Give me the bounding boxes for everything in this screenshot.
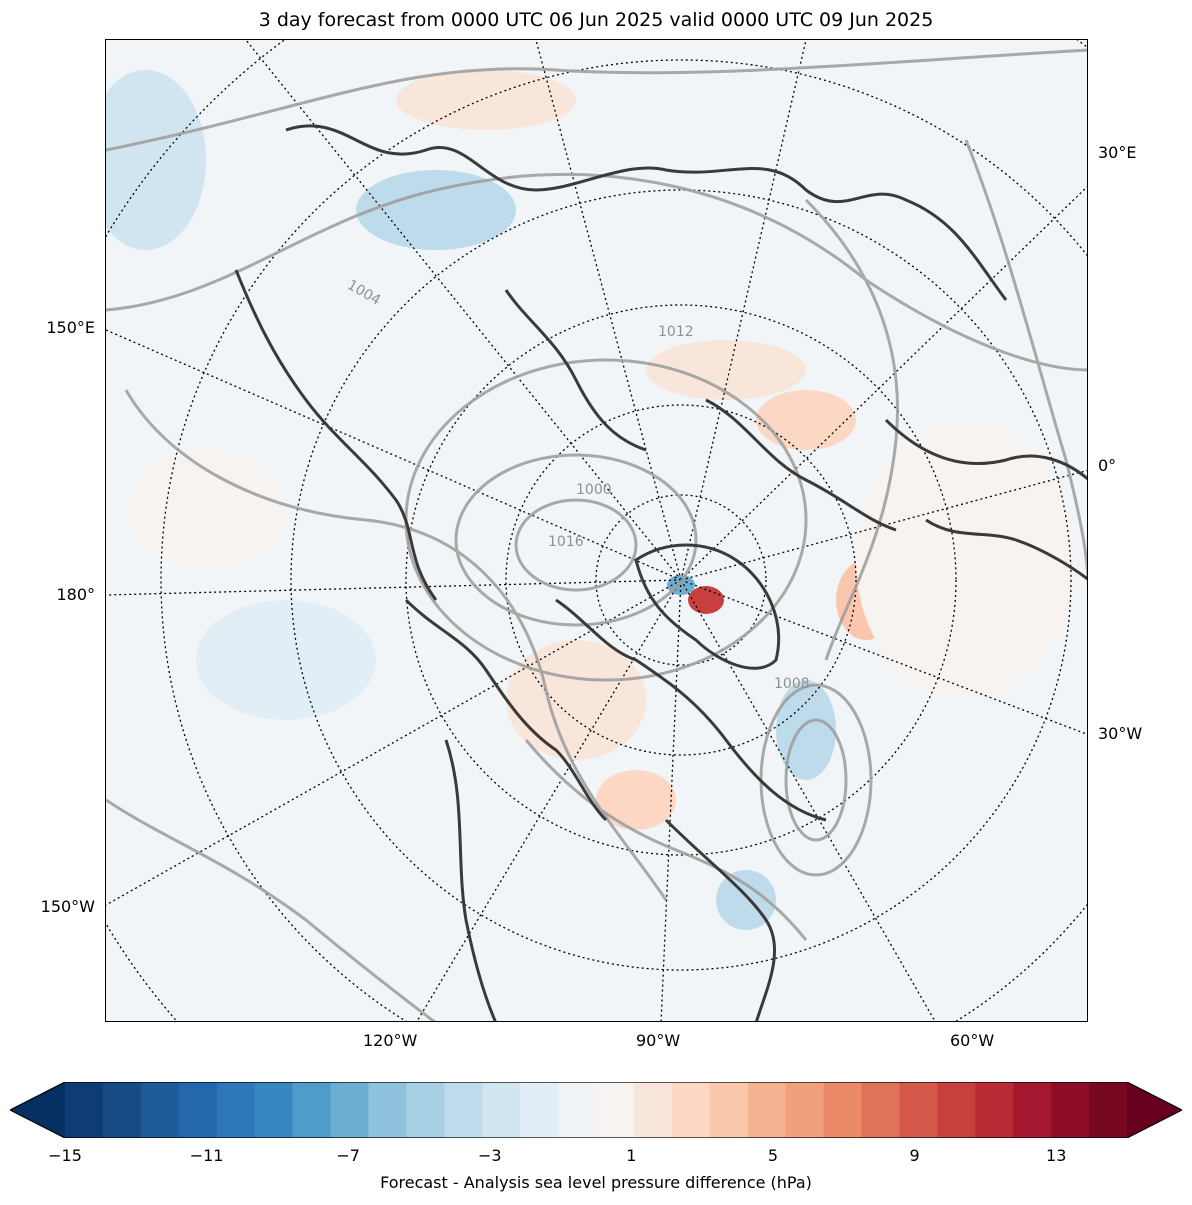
graticule — [106, 40, 1087, 1021]
map-canvas — [106, 40, 1087, 1021]
colorbar-bin — [216, 1082, 256, 1138]
colorbar-bin — [558, 1082, 597, 1138]
colorbar-bin — [1013, 1082, 1052, 1138]
colorbar-bin — [368, 1082, 407, 1138]
lon-label-180: 180° — [56, 585, 95, 604]
colorbar-bin — [482, 1082, 521, 1138]
colorbar — [8, 1081, 1184, 1139]
contour-label: 1008 — [774, 676, 810, 692]
isobars — [106, 48, 1087, 1021]
colorbar-bin — [330, 1082, 369, 1138]
colorbar-bin — [785, 1082, 825, 1138]
colorbar-bin — [596, 1082, 635, 1138]
colorbar-bin — [861, 1082, 900, 1138]
colorbar-bin — [444, 1082, 483, 1138]
colorbar-tick-label: 1 — [626, 1146, 637, 1165]
colorbar-tick-label: 13 — [1046, 1146, 1067, 1165]
colorbar-bin — [65, 1082, 104, 1138]
colorbar-ticks: −15 −11 −7 −3 1 5 9 13 — [0, 1146, 1192, 1170]
contour-label: 1016 — [548, 534, 584, 550]
colorbar-label: Forecast - Analysis sea level pressure d… — [380, 1173, 812, 1192]
lon-label-30e: 30°E — [1098, 143, 1137, 162]
lon-label-120w: 120°W — [363, 1031, 418, 1050]
colorbar-bin — [633, 1082, 673, 1138]
colorbar-bin — [709, 1082, 749, 1138]
colorbar-tick-label: 5 — [767, 1146, 779, 1165]
colorbar-bin — [937, 1082, 976, 1138]
colorbar-tick-label: −3 — [478, 1146, 502, 1165]
lon-label-60w: 60°W — [950, 1031, 995, 1050]
colorbar-canvas — [8, 1081, 1184, 1139]
colorbar-bin — [747, 1082, 787, 1138]
lon-label-150e: 150°E — [46, 318, 95, 337]
colorbar-bin — [102, 1082, 142, 1138]
colorbar-bin — [292, 1082, 331, 1138]
colorbar-bin — [671, 1082, 711, 1138]
colorbar-bin — [1051, 1082, 1090, 1138]
colorbar-bin — [520, 1082, 559, 1138]
polar-map[interactable]: 1000 1004 1008 1012 1016 — [105, 39, 1088, 1022]
lon-label-30w: 30°W — [1098, 724, 1143, 743]
colorbar-bin — [1089, 1082, 1128, 1138]
colorbar-extend-high — [1127, 1082, 1182, 1138]
colorbar-bin — [140, 1082, 180, 1138]
lon-label-0: 0° — [1098, 456, 1117, 475]
colorbar-tick-label: −7 — [336, 1146, 360, 1165]
colorbar-tick-label: −15 — [48, 1146, 82, 1165]
colorbar-bin — [899, 1082, 938, 1138]
map-title: 3 day forecast from 0000 UTC 06 Jun 2025… — [258, 9, 934, 31]
colorbar-bin — [975, 1082, 1014, 1138]
colorbar-tick-label: −11 — [189, 1146, 224, 1165]
coastlines — [234, 124, 1087, 1021]
contour-label: 1000 — [576, 482, 612, 498]
colorbar-extend-low — [10, 1082, 65, 1138]
colorbar-bin — [823, 1082, 862, 1138]
lon-label-90w: 90°W — [636, 1031, 681, 1050]
lon-label-150w: 150°W — [40, 897, 95, 916]
colorbar-bin — [178, 1082, 218, 1138]
colorbar-bin — [254, 1082, 294, 1138]
colorbar-bin — [406, 1082, 445, 1138]
colorbar-tick-label: 9 — [909, 1146, 920, 1165]
contour-label: 1012 — [658, 324, 694, 340]
